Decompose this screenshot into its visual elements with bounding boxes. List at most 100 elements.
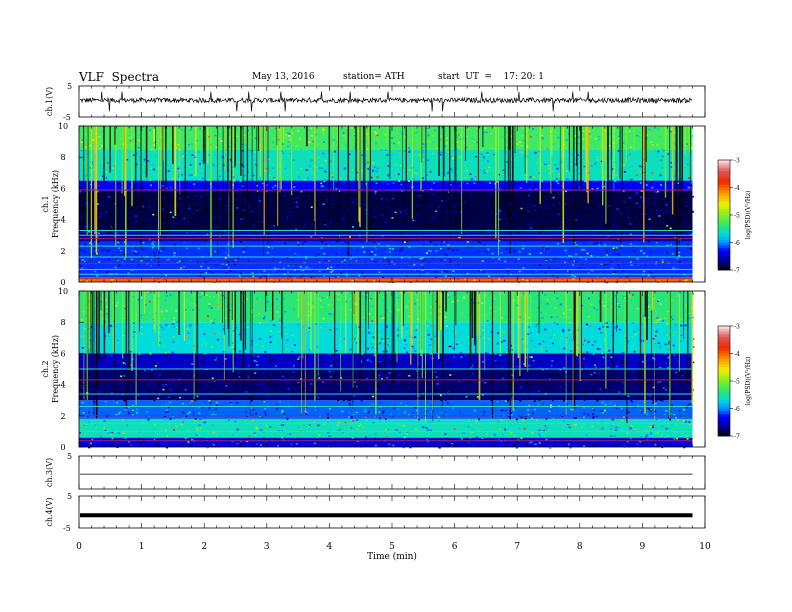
spectrogram-speckle bbox=[376, 170, 379, 173]
spectrogram-speckle bbox=[616, 407, 619, 410]
spectrogram-speckle bbox=[500, 341, 503, 343]
spectrogram-speckle bbox=[385, 428, 388, 431]
spectrogram-speckle bbox=[652, 208, 655, 210]
spectrogram-speckle bbox=[81, 139, 84, 141]
spectrogram-speckle bbox=[158, 445, 160, 447]
spectrogram-speckle bbox=[257, 391, 260, 393]
spectrogram-speckle bbox=[116, 402, 119, 404]
spectrogram-speckle bbox=[412, 346, 415, 348]
spectrogram-speckle bbox=[574, 275, 577, 278]
spectrogram-speckle bbox=[428, 421, 431, 423]
spectrogram-speckle bbox=[427, 126, 430, 128]
spectrogram-speckle bbox=[199, 418, 202, 420]
spectrogram-speckle bbox=[292, 370, 295, 373]
spectrogram-speckle bbox=[89, 339, 92, 342]
spectrogram-speckle bbox=[381, 211, 384, 213]
spectrogram-speckle bbox=[89, 350, 92, 352]
spectrogram-speckle bbox=[154, 215, 157, 218]
spectrogram-speckle bbox=[129, 128, 132, 130]
spectrogram-speckle bbox=[652, 357, 655, 359]
spectrogram-speckle bbox=[318, 377, 321, 379]
spectrogram-speckle bbox=[149, 167, 152, 170]
spectrogram-speckle bbox=[117, 251, 120, 253]
spectrogram-speckle bbox=[541, 136, 544, 139]
spectrogram-speckle bbox=[331, 372, 334, 375]
spectrogram-speckle bbox=[371, 316, 374, 318]
spectrogram-speckle bbox=[131, 296, 134, 298]
spectrogram-speckle bbox=[279, 198, 282, 200]
spectrogram-speckle bbox=[461, 312, 464, 315]
spectrogram-speckle bbox=[300, 225, 302, 228]
spectrogram-speckle bbox=[342, 399, 345, 402]
spectrogram-speckle bbox=[538, 381, 541, 383]
spectrogram-speckle bbox=[201, 160, 204, 162]
spectrogram-speckle bbox=[432, 141, 434, 144]
spectrogram-speckle bbox=[84, 260, 87, 263]
spectrogram-speckle bbox=[192, 188, 195, 190]
spectrogram-speckle bbox=[665, 410, 668, 412]
spectrogram-speckle bbox=[520, 213, 523, 215]
spectrogram-speckle bbox=[386, 244, 389, 247]
spectrogram-speckle bbox=[143, 164, 146, 166]
spectrogram-speckle bbox=[414, 387, 417, 389]
spectrogram-speckle bbox=[289, 205, 292, 207]
spectrogram-speckle bbox=[673, 414, 676, 416]
spectrogram-speckle bbox=[393, 263, 396, 265]
spectrogram-speckle bbox=[646, 195, 649, 197]
spectrogram-speckle bbox=[583, 358, 585, 360]
spectrogram-speckle bbox=[417, 130, 420, 132]
spectrogram-speckle bbox=[377, 181, 380, 184]
spectrogram-speckle bbox=[108, 272, 111, 275]
spectrogram-speckle bbox=[134, 247, 136, 249]
spectrogram-speckle bbox=[85, 315, 88, 317]
spectrogram-speckle bbox=[614, 248, 617, 251]
spectrogram-speckle bbox=[322, 203, 325, 205]
spectrogram-speckle bbox=[296, 299, 299, 301]
spectrogram-speckle bbox=[568, 170, 571, 173]
spectrogram-speckle bbox=[437, 206, 440, 208]
spectrogram-speckle bbox=[427, 159, 430, 162]
spectrogram-speckle bbox=[605, 179, 608, 181]
spectrogram-speckle bbox=[266, 209, 269, 212]
spectrogram-speckle bbox=[138, 200, 141, 202]
spectrogram-speckle bbox=[626, 432, 629, 434]
spectrogram-speckle bbox=[79, 238, 82, 240]
spectrogram-speckle bbox=[371, 231, 373, 234]
spectrogram-speckle bbox=[254, 394, 257, 396]
spectrogram-speckle bbox=[117, 301, 119, 304]
spectrogram-speckle bbox=[485, 166, 488, 169]
spectrogram-speckle bbox=[132, 158, 135, 160]
spectrogram-speckle bbox=[589, 135, 592, 138]
spectrogram-speckle bbox=[305, 257, 308, 260]
spectrogram-speckle bbox=[648, 128, 651, 131]
spectrogram-speckle bbox=[429, 190, 432, 193]
spectrogram-speckle bbox=[650, 141, 653, 143]
spectrogram-speckle bbox=[221, 404, 224, 407]
spectrogram-speckle bbox=[184, 238, 187, 240]
spectrogram-speckle bbox=[201, 362, 204, 364]
spectrogram-speckle bbox=[85, 278, 88, 281]
spectrogram-speckle bbox=[378, 271, 381, 273]
spectrogram-speckle bbox=[272, 256, 275, 259]
spectrogram-speckle bbox=[370, 216, 373, 219]
spectrogram-speckle bbox=[384, 163, 387, 165]
spectrogram-speckle bbox=[645, 137, 648, 140]
spectrogram-speckle bbox=[505, 195, 508, 198]
spectrogram-speckle bbox=[488, 166, 491, 169]
spectrogram-speckle bbox=[684, 196, 687, 199]
spectrogram-speckle bbox=[101, 216, 104, 218]
spectrogram-speckle bbox=[303, 132, 306, 135]
spectrogram-speckle bbox=[222, 204, 225, 206]
spectrogram-speckle bbox=[632, 294, 634, 296]
spectrogram-speckle bbox=[382, 166, 385, 168]
spectrogram-speckle bbox=[298, 386, 301, 388]
spectrogram-speckle bbox=[158, 251, 161, 254]
spectrogram-speckle bbox=[263, 382, 266, 385]
spectrogram-speckle bbox=[667, 310, 670, 313]
spectrogram-speckle bbox=[559, 377, 562, 379]
spectrogram-speckle bbox=[535, 188, 538, 191]
spectrogram-speckle bbox=[308, 141, 311, 144]
spectrogram-speckle bbox=[663, 173, 666, 176]
spectrogram-speckle bbox=[400, 425, 403, 428]
spectrogram-speckle bbox=[187, 269, 190, 272]
